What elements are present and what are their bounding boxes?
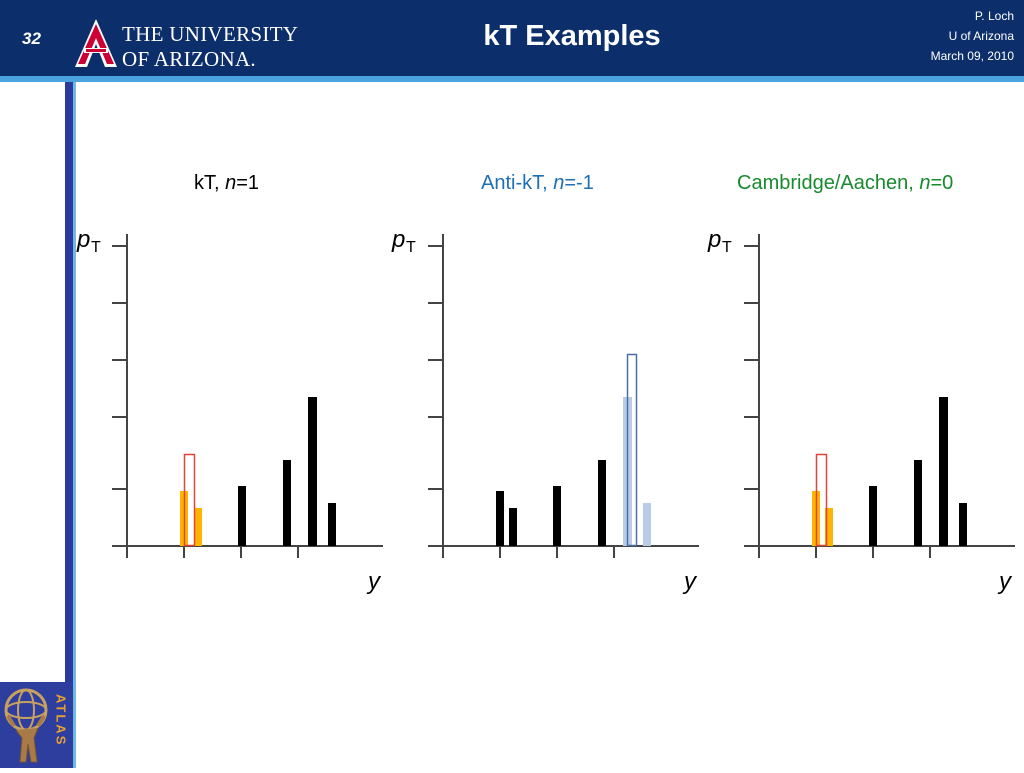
y-axis-label: p xyxy=(707,226,721,253)
university-logo: THE UNIVERSITY OF ARIZONA. xyxy=(74,18,298,71)
panel-label-prefix: Anti-kT, xyxy=(481,172,554,194)
particle-bar xyxy=(238,486,246,546)
x-axis-label: y xyxy=(997,568,1013,595)
atlas-figure-icon xyxy=(4,688,48,763)
particle-bar xyxy=(598,460,606,546)
panel-label-prefix: kT, xyxy=(194,172,226,194)
left-side-accent xyxy=(73,82,76,768)
particle-bar-light-blue xyxy=(643,503,651,546)
panel-label-suffix: =0 xyxy=(930,172,954,194)
atlas-text: ATLAS xyxy=(54,694,69,746)
particle-bar-orange xyxy=(194,508,202,546)
y-axis-label-subscript: T xyxy=(722,239,732,256)
panel-label-suffix: =1 xyxy=(236,172,260,194)
header-accent-stripe xyxy=(0,76,1024,82)
slide-title: kT Examples xyxy=(483,20,661,52)
particle-bar xyxy=(283,460,291,546)
panel-label-cambridge-aachen: Cambridge/Aachen, n=0 xyxy=(737,172,953,195)
particle-bar xyxy=(509,508,517,546)
panel-label-var: n xyxy=(919,172,931,194)
x-axis-label: y xyxy=(366,568,382,595)
date: March 09, 2010 xyxy=(930,49,1014,63)
author: P. Loch xyxy=(974,9,1014,23)
plot-panel-kt: p T y xyxy=(76,226,383,595)
particle-bar xyxy=(553,486,561,546)
particle-bar xyxy=(328,503,336,546)
particle-bar-orange xyxy=(825,508,833,546)
panel-label-prefix: Cambridge/Aachen, xyxy=(737,172,920,194)
plot-panel-antikt: p T y xyxy=(391,226,699,595)
merged-jet-outline xyxy=(626,353,638,547)
university-name-line1: THE UNIVERSITY xyxy=(122,22,299,46)
particle-bar xyxy=(914,460,922,546)
y-axis-label-subscript: T xyxy=(406,239,416,256)
slide-meta: P. Loch U of Arizona March 09, 2010 xyxy=(931,6,1014,66)
particle-bar xyxy=(939,397,948,546)
plot-panel-cambridge-aachen: p T y xyxy=(707,226,1015,595)
atlas-label: ATLAS xyxy=(54,694,69,746)
panel-label-suffix: =-1 xyxy=(564,172,594,194)
x-axis-label: y xyxy=(682,568,698,595)
panel-label-antikt: Anti-kT, n=-1 xyxy=(481,172,594,195)
particle-bar xyxy=(869,486,877,546)
atlas-logo: ATLAS xyxy=(0,682,73,768)
panel-label-kt: kT, n=1 xyxy=(194,172,259,195)
particle-bar xyxy=(959,503,967,546)
slide-header: 32 THE UNIVERSITY OF ARIZONA. kT Example… xyxy=(0,0,1024,76)
block-a-logo-icon xyxy=(75,19,117,67)
particle-bar xyxy=(496,491,504,546)
y-axis-label: p xyxy=(76,226,90,253)
y-axis-label: p xyxy=(391,226,405,253)
y-axis-label-subscript: T xyxy=(91,239,101,256)
panel-label-var: n xyxy=(225,172,237,194)
merged-jet-outline xyxy=(815,453,828,547)
panel-label-var: n xyxy=(553,172,565,194)
particle-bar xyxy=(308,397,317,546)
slide-number: 32 xyxy=(22,29,41,48)
affiliation: U of Arizona xyxy=(948,29,1014,43)
left-side-bar xyxy=(65,82,73,682)
university-name-line2: OF ARIZONA. xyxy=(122,47,256,71)
merged-jet-outline xyxy=(183,453,196,547)
